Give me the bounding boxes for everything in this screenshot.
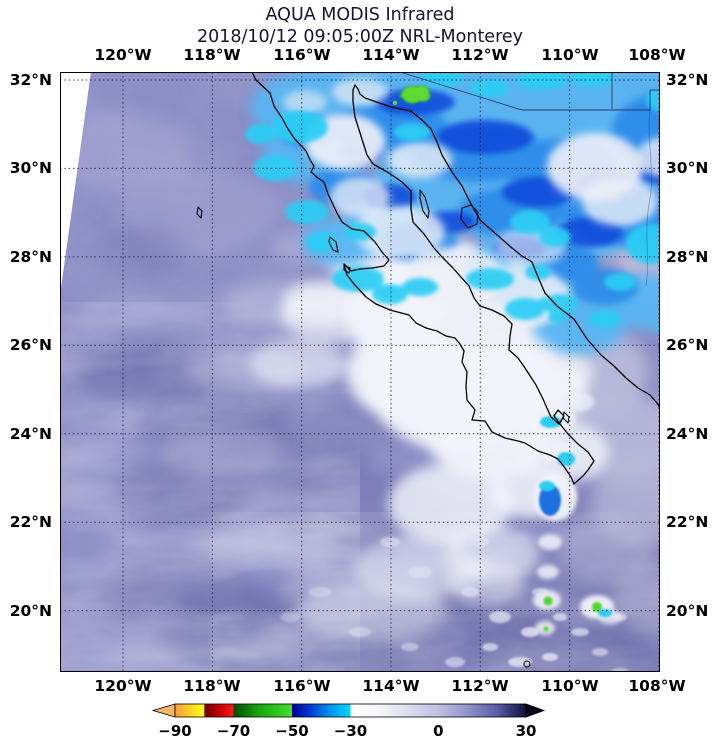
lat-tick-label: 28°N	[9, 248, 52, 266]
colorbar-extend-left	[151, 703, 176, 718]
lon-tick-label: 110°W	[541, 677, 599, 695]
colorbar-tick-label: 30	[516, 722, 537, 740]
colorbar-tick-label: 0	[433, 722, 443, 740]
figure-title: AQUA MODIS Infrared	[265, 5, 455, 25]
coldest-green-cell	[392, 85, 431, 106]
colorbar-tick-label: −50	[275, 722, 308, 740]
coastline	[196, 71, 661, 668]
colorbar-tick-label: −90	[158, 722, 191, 740]
lat-tick-label: 26°N	[666, 336, 709, 354]
lat-tick-label: 30°N	[9, 159, 52, 177]
lat-tick-label: 24°N	[666, 425, 709, 443]
colorbar: −90 −70 −50 −30 0 30	[151, 703, 546, 740]
swath-edge-wedge	[60, 72, 91, 295]
colorbar-gradient	[174, 703, 527, 718]
lon-tick-label: 120°W	[94, 677, 152, 695]
coastline-path	[251, 71, 661, 485]
satellite-map	[50, 59, 720, 712]
satellite-image	[50, 59, 720, 712]
lat-tick-label: 32°N	[666, 71, 709, 89]
lon-tick-label: 114°W	[362, 46, 420, 64]
lon-tick-label: 114°W	[362, 677, 420, 695]
lon-tick-label: 108°W	[628, 46, 686, 64]
lat-tick-label: 22°N	[666, 513, 709, 531]
lon-tick-label: 120°W	[94, 46, 152, 64]
lon-tick-label: 118°W	[183, 46, 241, 64]
islands	[196, 189, 570, 668]
border-lines	[399, 71, 660, 287]
colorbar-tick-labels: −90 −70 −50 −30 0 30	[158, 722, 536, 740]
lon-tick-label: 112°W	[451, 46, 509, 64]
colorbar-extend-right	[525, 703, 546, 718]
lat-tick-label: 28°N	[666, 248, 709, 266]
lat-tick-label: 22°N	[9, 513, 52, 531]
lat-tick-label: 24°N	[9, 425, 52, 443]
lat-tick-label: 26°N	[9, 336, 52, 354]
lon-tick-label: 116°W	[273, 46, 331, 64]
lat-tick-label: 20°N	[9, 602, 52, 620]
lon-tick-label: 118°W	[183, 677, 241, 695]
map-frame	[60, 72, 660, 672]
figure-subtitle: 2018/10/12 09:05:00Z NRL-Monterey	[196, 27, 524, 47]
lon-tick-label: 108°W	[628, 677, 686, 695]
lon-tick-label: 110°W	[541, 46, 599, 64]
colorbar-tick-label: −30	[334, 722, 367, 740]
lat-tick-label: 32°N	[9, 71, 52, 89]
lat-tick-label: 20°N	[666, 602, 709, 620]
lon-tick-label: 112°W	[451, 677, 509, 695]
graticule	[60, 72, 660, 672]
colorbar-tick-label: −70	[217, 722, 250, 740]
lat-tick-label: 30°N	[666, 159, 709, 177]
cold-clouds-cyan	[245, 69, 690, 337]
lon-tick-label: 116°W	[273, 677, 331, 695]
